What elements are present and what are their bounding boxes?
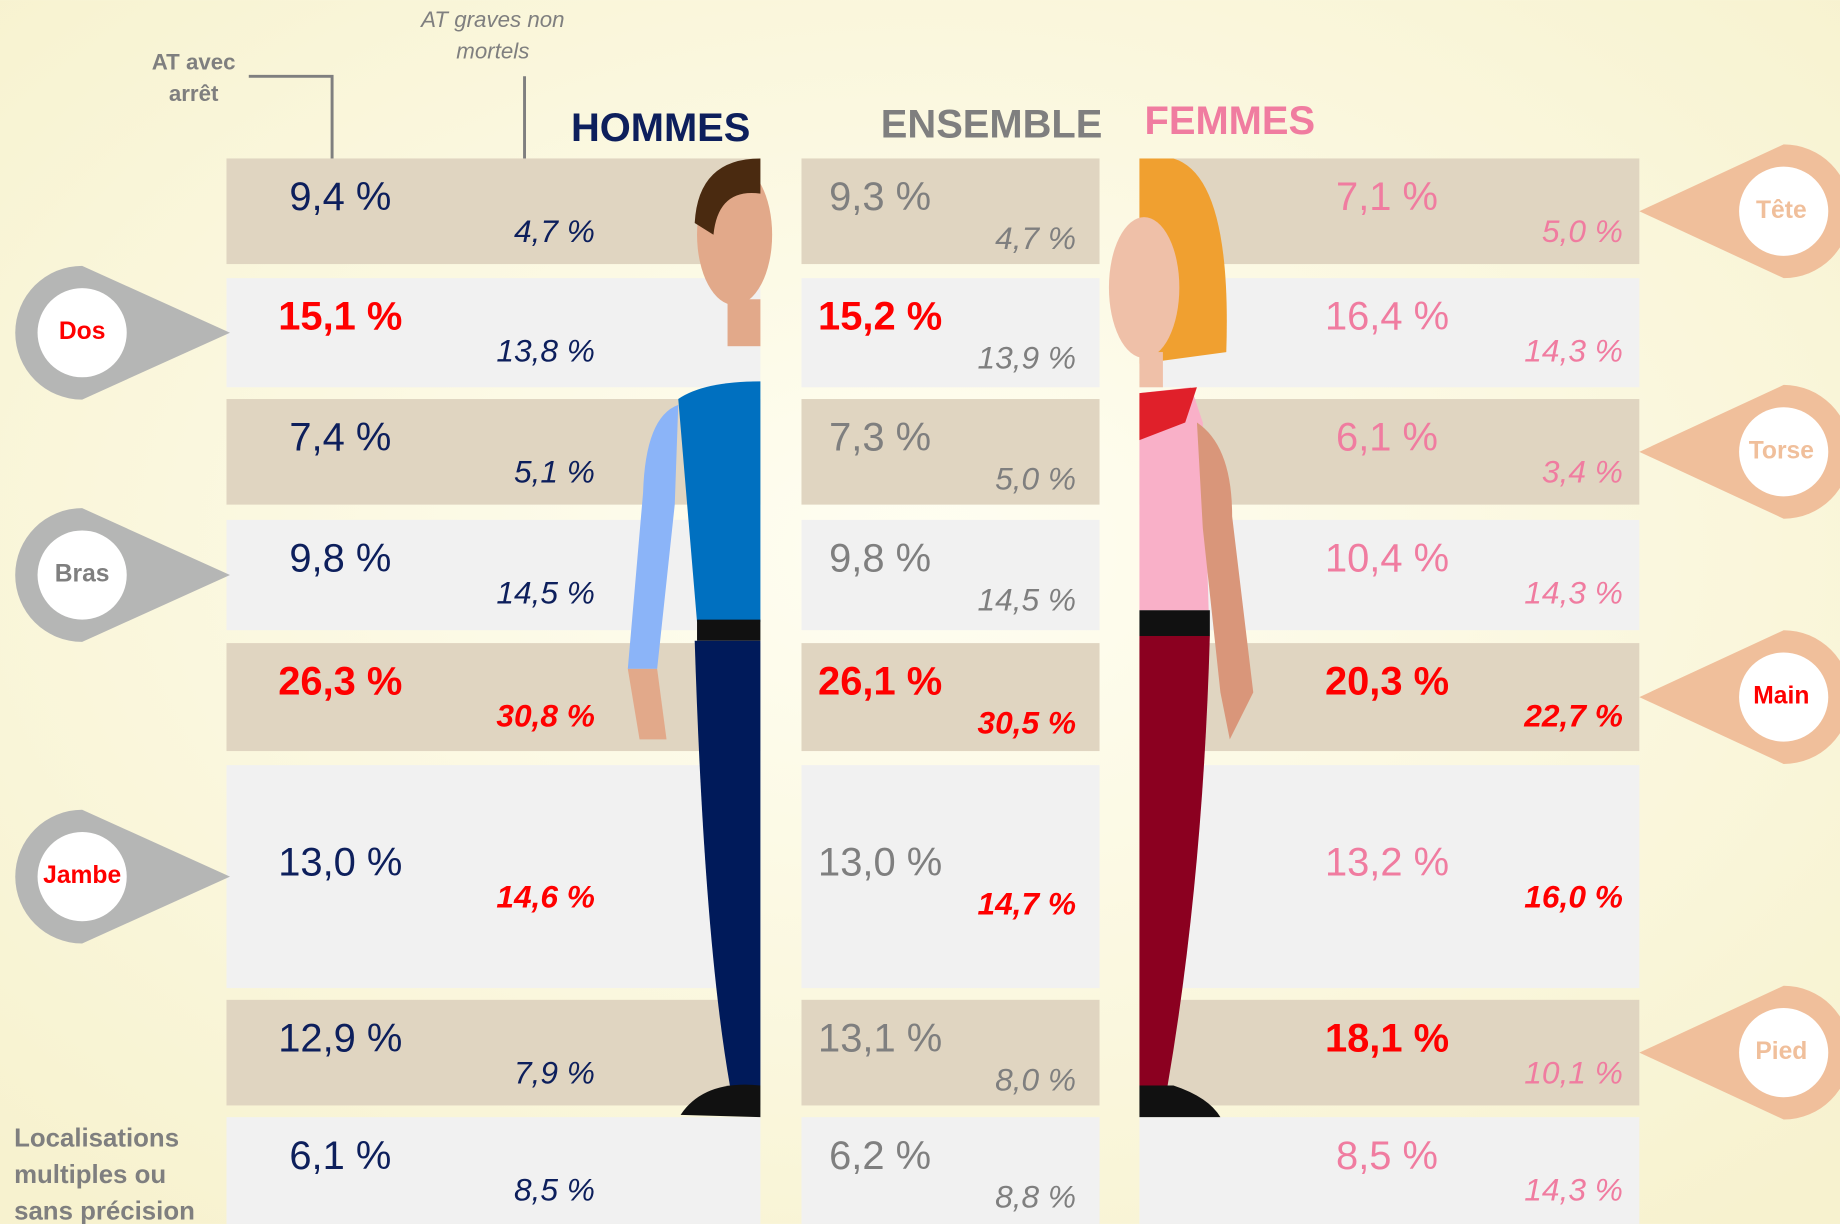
value-with-leave: 9,3 % — [829, 175, 931, 219]
legend-with-leave: AT avec arrêt — [129, 47, 258, 110]
value-with-leave: 26,3 % — [278, 660, 402, 704]
value-with-leave: 15,2 % — [818, 295, 942, 339]
value-severe: 14,3 % — [1524, 574, 1623, 610]
value-severe: 8,0 % — [995, 1061, 1076, 1097]
header-women: FEMMES — [1144, 99, 1315, 143]
body-part-label: Tête — [1756, 197, 1807, 224]
value-with-leave: 9,4 % — [289, 175, 391, 219]
value-with-leave: 13,0 % — [818, 840, 942, 884]
value-severe: 10,1 % — [1524, 1054, 1623, 1090]
rows: 9,4 % 4,7 % 9,3 % 4,7 % 7,1 % 5,0 % Tête 15,1 %… — [14, 144, 1840, 1224]
legend-box: AT graves non mortels — [399, 5, 587, 75]
body-part-label: Main — [1753, 683, 1809, 710]
value-severe: 4,7 % — [995, 220, 1076, 256]
value-with-leave: 7,4 % — [289, 416, 391, 460]
value-severe: 14,5 % — [977, 581, 1076, 617]
value-with-leave: 13,2 % — [1325, 840, 1449, 884]
value-severe: 13,8 % — [496, 333, 595, 369]
value-with-leave: 9,8 % — [289, 536, 391, 580]
value-with-leave: 13,1 % — [818, 1016, 942, 1060]
header-men: HOMMES — [571, 106, 750, 150]
value-severe: 5,0 % — [995, 461, 1076, 497]
body-part-label: Dos — [59, 318, 106, 345]
value-severe: 5,1 % — [514, 453, 595, 489]
value-severe: 22,7 % — [1523, 698, 1623, 734]
body-part-label: Torse — [1749, 437, 1814, 464]
value-severe: 8,8 % — [995, 1179, 1076, 1215]
value-with-leave: 12,9 % — [278, 1016, 402, 1060]
page: AT avec arrêt AT graves non mortels HOMM… — [0, 0, 1840, 1224]
label-box: Localisations multiples ou sans précisio… — [14, 1120, 219, 1224]
legend-severe: AT graves non mortels — [399, 5, 587, 68]
value-severe: 8,5 % — [514, 1172, 595, 1208]
value-with-leave: 18,1 % — [1325, 1016, 1449, 1060]
value-with-leave: 6,2 % — [829, 1134, 931, 1178]
value-severe: 7,9 % — [514, 1054, 595, 1090]
value-with-leave: 15,1 % — [278, 295, 402, 339]
body-part-label: Bras — [55, 561, 110, 588]
value-severe: 14,3 % — [1524, 1172, 1623, 1208]
value-severe: 14,6 % — [496, 878, 595, 914]
value-severe: 14,3 % — [1524, 333, 1623, 369]
value-severe: 14,7 % — [977, 885, 1076, 921]
value-with-leave: 9,8 % — [829, 536, 931, 580]
value-severe: 13,9 % — [977, 340, 1076, 376]
value-with-leave: 8,5 % — [1336, 1134, 1438, 1178]
body-part-label: Jambe — [43, 862, 121, 889]
value-severe: 5,0 % — [1542, 213, 1623, 249]
value-with-leave: 26,1 % — [818, 660, 942, 704]
header-all: ENSEMBLE — [881, 102, 1103, 146]
value-with-leave: 10,4 % — [1325, 536, 1449, 580]
value-severe: 14,5 % — [496, 574, 595, 610]
value-with-leave: 20,3 % — [1325, 660, 1449, 704]
value-with-leave: 7,1 % — [1336, 175, 1438, 219]
value-severe: 30,5 % — [977, 705, 1076, 741]
value-with-leave: 6,1 % — [289, 1134, 391, 1178]
infographic: AT avec arrêt AT graves non mortels HOMM… — [0, 0, 1840, 1224]
value-with-leave: 13,0 % — [278, 840, 402, 884]
value-with-leave: 7,3 % — [829, 416, 931, 460]
value-severe: 4,7 % — [514, 213, 595, 249]
value-severe: 3,4 % — [1542, 453, 1623, 489]
value-with-leave: 6,1 % — [1336, 416, 1438, 460]
value-with-leave: 16,4 % — [1325, 295, 1449, 339]
legend-box: AT avec arrêt — [129, 47, 258, 117]
body-part-label: Pied — [1755, 1038, 1807, 1065]
value-severe: 30,8 % — [496, 698, 595, 734]
body-part-label: Localisations multiples ou sans précisio… — [14, 1120, 219, 1224]
value-severe: 16,0 % — [1524, 878, 1623, 914]
